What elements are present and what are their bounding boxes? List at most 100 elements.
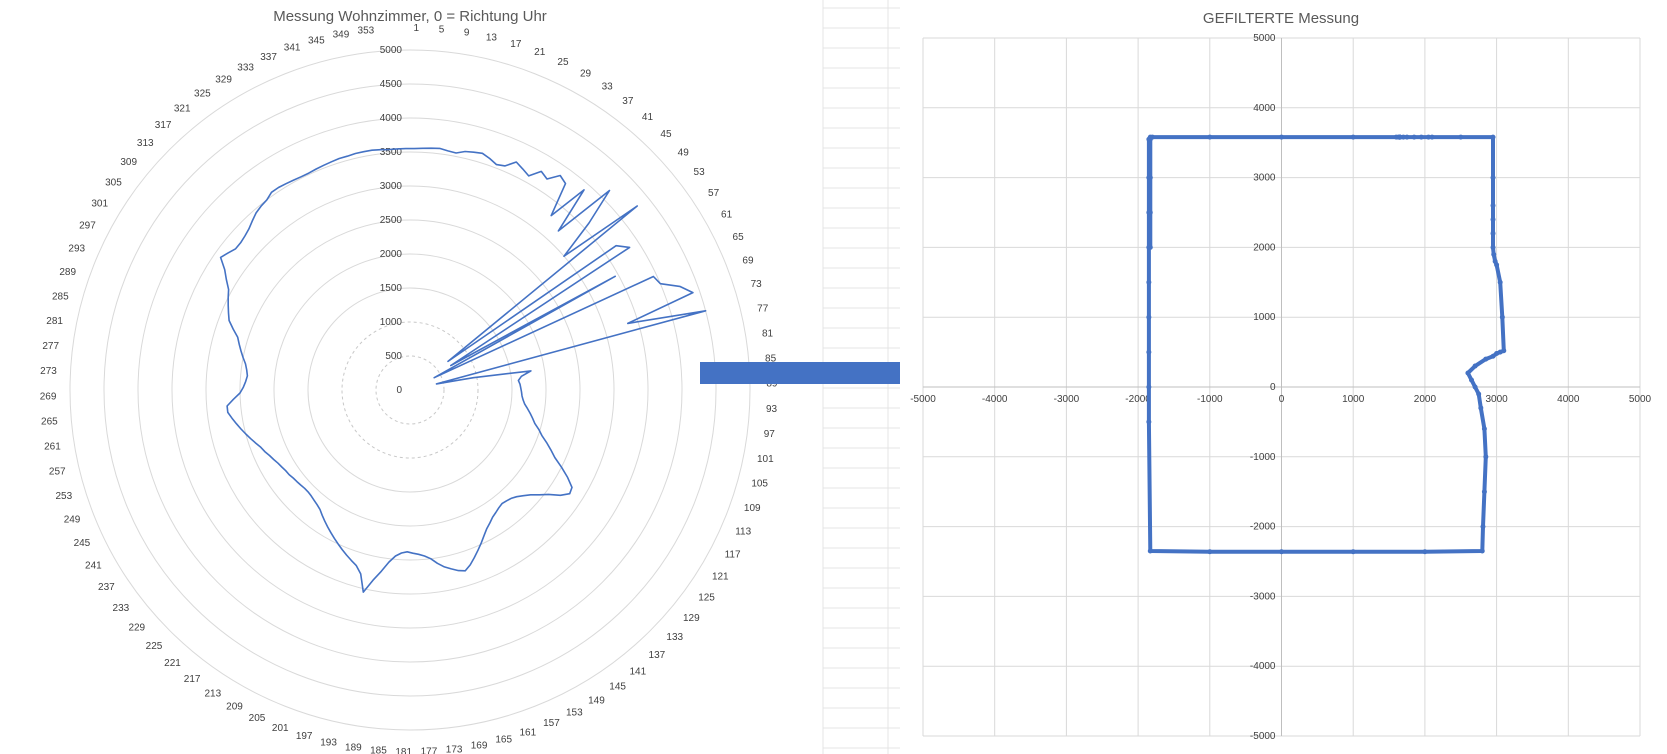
- scatter-point: [1147, 175, 1153, 181]
- scatter-point: [1400, 134, 1406, 140]
- polar-angle-tick-label: 121: [712, 571, 729, 582]
- scatter-y-tick-label: 1000: [1253, 312, 1276, 323]
- polar-angle-tick-label: 65: [733, 232, 745, 243]
- polar-angle-tick-label: 129: [683, 613, 700, 624]
- polar-angle-tick-label: 225: [146, 641, 163, 652]
- polar-angle-tick-label: 137: [649, 650, 666, 661]
- polar-angle-tick-label: 73: [751, 279, 763, 290]
- scatter-point: [1146, 384, 1152, 390]
- scatter-x-tick-label: 1000: [1342, 394, 1365, 405]
- polar-angle-tick-label: 21: [534, 47, 546, 58]
- polar-angle-tick-label: 229: [128, 622, 145, 633]
- scatter-point: [1472, 363, 1478, 369]
- scatter-point: [1483, 454, 1489, 460]
- polar-radial-tick-label: 0: [396, 385, 402, 396]
- scatter-x-tick-label: 2000: [1414, 394, 1437, 405]
- polar-angle-tick-label: 37: [622, 96, 634, 107]
- polar-angle-tick-label: 57: [708, 188, 720, 199]
- polar-angle-tick-label: 345: [308, 35, 325, 46]
- polar-angle-tick-label: 237: [98, 582, 115, 593]
- scatter-point: [1350, 134, 1356, 140]
- scatter-point: [1279, 134, 1284, 140]
- scatter-chart-area: [900, 0, 1667, 754]
- polar-angle-tick-label: 281: [46, 316, 63, 327]
- polar-radial-tick-label: 4000: [380, 113, 403, 124]
- polar-angle-labels: 1 5 9 1317212529333741454953576165697377818…: [40, 23, 778, 754]
- scatter-x-tick-label: 3000: [1485, 394, 1508, 405]
- scatter-point: [1497, 279, 1503, 285]
- polar-rings: [69, 49, 751, 731]
- polar-angle-tick-label: 173: [446, 744, 463, 754]
- polar-angle-tick-label: 25: [557, 57, 569, 68]
- scatter-x-tick-label: -4000: [982, 394, 1008, 405]
- polar-angle-tick-label: 217: [184, 674, 201, 685]
- scatter-point: [1404, 134, 1410, 140]
- scatter-point: [1490, 353, 1496, 359]
- scatter-point: [1425, 134, 1431, 140]
- polar-angle-tick-label: 325: [194, 88, 211, 99]
- polar-angle-tick-label: 205: [249, 713, 266, 724]
- polar-angle-tick-label: 193: [320, 738, 337, 749]
- polar-ring: [341, 321, 479, 459]
- polar-angle-tick-label: 213: [204, 689, 221, 700]
- polar-angle-tick-label: 349: [333, 30, 350, 41]
- polar-angle-tick-label: 161: [520, 727, 537, 738]
- polar-angle-tick-label: 93: [766, 404, 778, 415]
- polar-angle-tick-label: 101: [757, 454, 774, 465]
- polar-angle-tick-label: 201: [272, 723, 289, 734]
- polar-ring: [239, 219, 581, 561]
- scatter-point: [1147, 210, 1153, 215]
- polar-series: [219, 147, 707, 593]
- scatter-x-tick-label: -5000: [910, 394, 936, 405]
- polar-radial-tick-label: 500: [385, 351, 402, 362]
- polar-angle-tick-label: 309: [120, 157, 137, 168]
- polar-angle-tick-label: 29: [580, 68, 592, 79]
- scatter-chart: GEFILTERTE Messung -5000 -4000 -3000 -2000-…: [900, 0, 1667, 754]
- scatter-x-tick-label: -3000: [1054, 394, 1080, 405]
- scatter-point: [1480, 524, 1486, 530]
- scatter-point: [1458, 134, 1464, 140]
- scatter-series: [1146, 134, 1507, 555]
- polar-angle-tick-label: 329: [215, 75, 232, 86]
- polar-angle-tick-label: 317: [155, 120, 172, 131]
- polar-angle-tick-label: 61: [721, 209, 733, 220]
- scatter-point: [1146, 314, 1152, 320]
- scatter-y-tick-label: -5000: [1250, 731, 1276, 742]
- polar-radial-tick-label: 4500: [380, 79, 403, 90]
- polar-angle-tick-label: 5: [439, 24, 445, 35]
- polar-angle-tick-label: 125: [698, 593, 715, 604]
- scatter-point: [1146, 419, 1152, 425]
- polar-angle-tick-label: 333: [237, 62, 254, 73]
- polar-angle-tick-label: 169: [471, 740, 488, 751]
- polar-angle-tick-label: 221: [164, 658, 181, 669]
- polar-angle-tick-label: 269: [40, 391, 57, 402]
- scatter-point: [1479, 548, 1485, 554]
- scatter-y-tick-label: 5000: [1253, 33, 1276, 44]
- scatter-x-tick-label: 0: [1279, 394, 1285, 405]
- polar-angle-tick-label: 353: [358, 26, 375, 37]
- scatter-point: [1499, 314, 1505, 320]
- polar-chart: Messung Wohnzimmer, 0 = Richtung Uhr 1 5 9…: [40, 8, 778, 754]
- scatter-y-tick-label: -4000: [1250, 661, 1276, 672]
- polar-ring: [307, 287, 513, 493]
- scatter-point: [1146, 279, 1152, 285]
- polar-chart-title: Messung Wohnzimmer, 0 = Richtung Uhr: [273, 8, 547, 25]
- scatter-x-tick-label: 5000: [1629, 394, 1652, 405]
- polar-series-line: [219, 147, 707, 593]
- polar-angle-tick-label: 77: [757, 304, 769, 315]
- polar-angle-tick-label: 157: [543, 718, 560, 729]
- scatter-y-tick-label: 0: [1270, 382, 1276, 393]
- scatter-point: [1472, 384, 1478, 390]
- polar-angle-tick-label: 41: [642, 112, 654, 123]
- polar-angle-tick-label: 117: [725, 549, 741, 560]
- polar-angle-tick-label: 109: [744, 503, 761, 514]
- polar-radial-tick-label: 1500: [380, 283, 403, 294]
- scatter-point: [1147, 136, 1153, 142]
- scatter-point: [1476, 391, 1482, 397]
- polar-angle-tick-label: 45: [660, 129, 672, 140]
- scatter-y-tick-label: 2000: [1253, 242, 1276, 253]
- polar-angle-tick-label: 257: [49, 466, 66, 477]
- polar-ring: [375, 355, 445, 425]
- scatter-point: [1469, 377, 1475, 383]
